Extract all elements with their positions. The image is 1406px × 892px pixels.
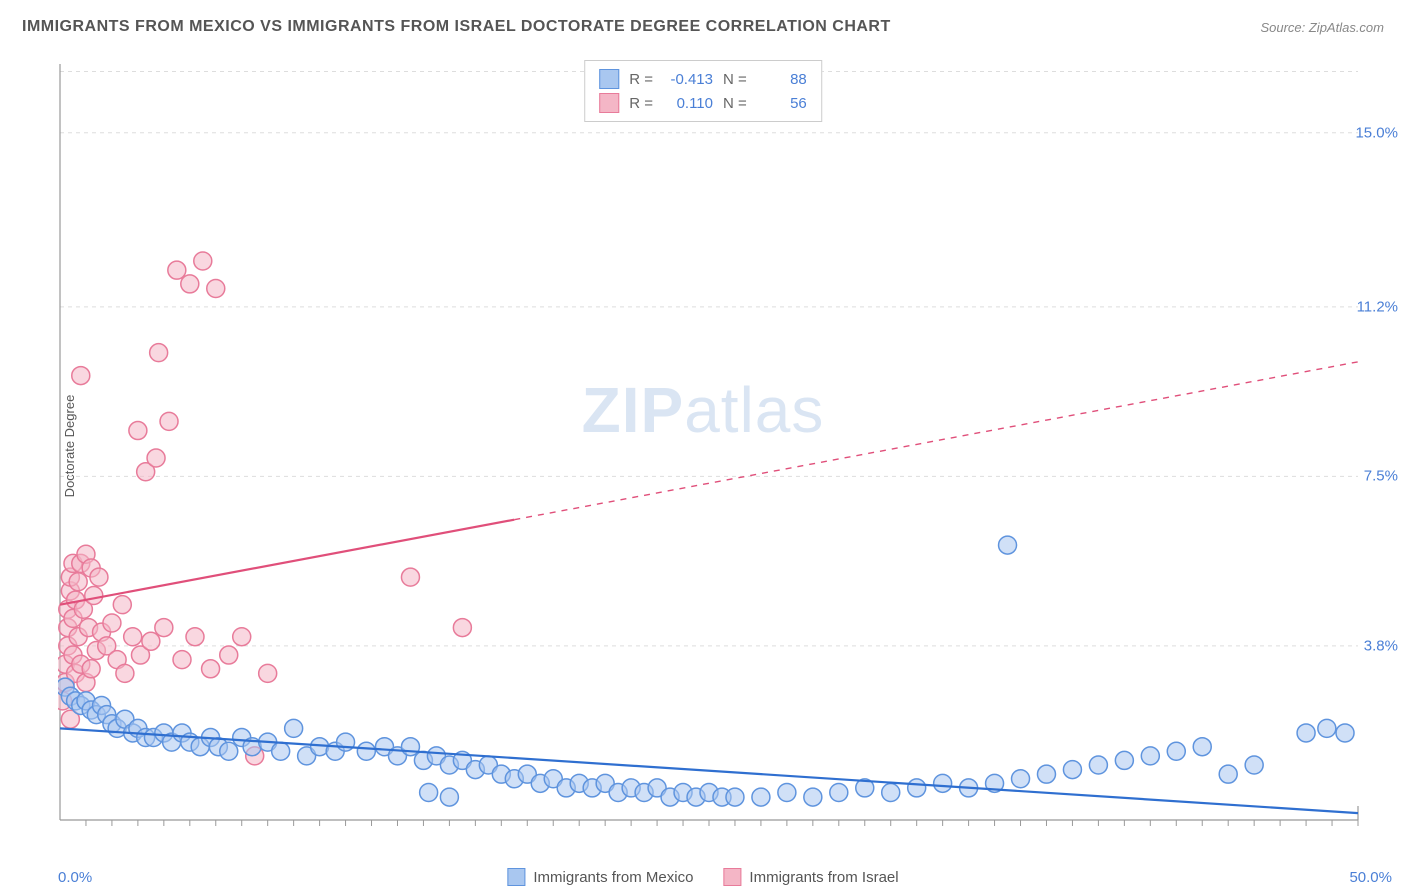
n-value-israel: 56: [757, 95, 807, 112]
n-label: N =: [723, 71, 747, 88]
y-tick-label: 11.2%: [1357, 298, 1398, 315]
legend-item-mexico: Immigrants from Mexico: [507, 868, 693, 886]
correlation-legend: R = -0.413 N = 88 R = 0.110 N = 56: [584, 60, 822, 122]
legend-swatch-mexico: [599, 69, 619, 89]
source-credit: Source: ZipAtlas.com: [1260, 20, 1384, 35]
y-tick-label: 3.8%: [1364, 637, 1398, 654]
legend-label-israel: Immigrants from Israel: [749, 869, 898, 886]
legend-swatch-israel: [599, 93, 619, 113]
chart-header: IMMIGRANTS FROM MEXICO VS IMMIGRANTS FRO…: [22, 18, 1384, 36]
y-tick-label: 7.5%: [1364, 468, 1398, 485]
scatter-chart-svg: [58, 56, 1378, 838]
r-label: R =: [629, 71, 653, 88]
source-name: ZipAtlas.com: [1309, 20, 1384, 35]
series-legend: Immigrants from Mexico Immigrants from I…: [507, 868, 898, 886]
x-tick-min: 0.0%: [58, 869, 92, 886]
r-label: R =: [629, 95, 653, 112]
legend-item-israel: Immigrants from Israel: [723, 868, 898, 886]
chart-plot-area: [58, 56, 1378, 838]
legend-label-mexico: Immigrants from Mexico: [533, 869, 693, 886]
chart-title: IMMIGRANTS FROM MEXICO VS IMMIGRANTS FRO…: [22, 18, 891, 36]
r-value-israel: 0.110: [663, 95, 713, 112]
r-value-mexico: -0.413: [663, 71, 713, 88]
legend-row-israel: R = 0.110 N = 56: [599, 91, 807, 115]
legend-swatch-mexico: [507, 868, 525, 886]
y-tick-label: 15.0%: [1355, 124, 1398, 141]
n-label: N =: [723, 95, 747, 112]
x-tick-max: 50.0%: [1349, 869, 1392, 886]
legend-swatch-israel: [723, 868, 741, 886]
source-prefix: Source:: [1260, 20, 1308, 35]
legend-row-mexico: R = -0.413 N = 88: [599, 67, 807, 91]
n-value-mexico: 88: [757, 71, 807, 88]
